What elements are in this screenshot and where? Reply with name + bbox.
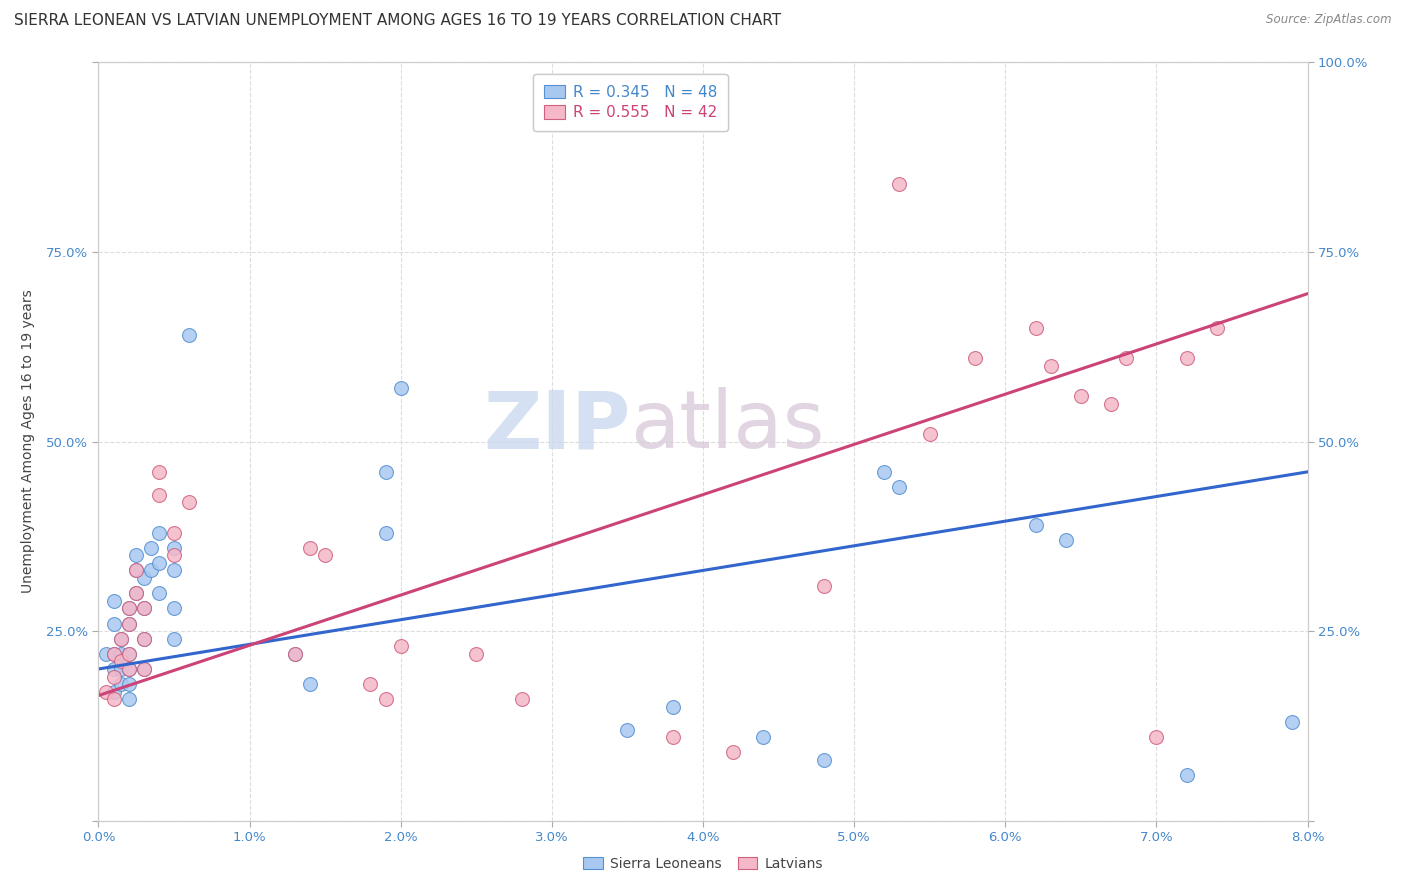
Point — [284, 647, 307, 661]
Point — [103, 669, 125, 683]
Point — [148, 556, 170, 570]
Point — [125, 548, 148, 563]
Point — [299, 677, 322, 691]
Point — [163, 525, 186, 540]
Point — [125, 586, 148, 600]
Point — [374, 692, 396, 706]
Point — [103, 662, 125, 676]
Point — [1070, 389, 1092, 403]
Point — [965, 351, 987, 366]
Point — [299, 541, 322, 555]
Point — [661, 699, 683, 714]
Point — [148, 586, 170, 600]
Point — [1054, 533, 1077, 548]
Point — [1175, 351, 1198, 366]
Point — [360, 677, 382, 691]
Point — [103, 616, 125, 631]
Point — [374, 525, 396, 540]
Point — [148, 487, 170, 501]
Point — [163, 564, 186, 578]
Point — [179, 328, 201, 343]
Point — [118, 601, 141, 615]
Point — [163, 541, 186, 555]
Point — [813, 579, 835, 593]
Point — [889, 177, 911, 191]
Point — [125, 586, 148, 600]
Point — [465, 647, 488, 661]
Point — [141, 541, 163, 555]
Point — [1206, 320, 1229, 334]
Point — [1115, 351, 1137, 366]
Text: atlas: atlas — [630, 387, 825, 466]
Point — [1281, 715, 1303, 730]
Point — [1175, 768, 1198, 782]
Point — [1025, 517, 1047, 532]
Point — [148, 525, 170, 540]
Point — [125, 564, 148, 578]
Point — [389, 639, 412, 653]
Point — [510, 692, 533, 706]
Legend: Sierra Leoneans, Latvians: Sierra Leoneans, Latvians — [578, 851, 828, 876]
Point — [94, 685, 117, 699]
Point — [118, 692, 141, 706]
Point — [118, 601, 141, 615]
Y-axis label: Unemployment Among Ages 16 to 19 years: Unemployment Among Ages 16 to 19 years — [21, 290, 35, 593]
Point — [132, 601, 155, 615]
Point — [132, 571, 155, 585]
Text: Source: ZipAtlas.com: Source: ZipAtlas.com — [1267, 13, 1392, 27]
Point — [103, 685, 125, 699]
Point — [389, 382, 412, 396]
Point — [752, 730, 775, 744]
Point — [132, 662, 155, 676]
Point — [148, 465, 170, 479]
Point — [132, 601, 155, 615]
Point — [110, 655, 132, 669]
Point — [118, 647, 141, 661]
Point — [1146, 730, 1168, 744]
Point — [118, 662, 141, 676]
Point — [103, 647, 125, 661]
Text: ZIP: ZIP — [484, 387, 630, 466]
Point — [94, 647, 117, 661]
Point — [1039, 359, 1062, 373]
Point — [118, 662, 141, 676]
Point — [118, 616, 141, 631]
Point — [1025, 320, 1047, 334]
Point — [110, 632, 132, 646]
Text: SIERRA LEONEAN VS LATVIAN UNEMPLOYMENT AMONG AGES 16 TO 19 YEARS CORRELATION CHA: SIERRA LEONEAN VS LATVIAN UNEMPLOYMENT A… — [14, 13, 782, 29]
Point — [889, 480, 911, 494]
Point — [374, 465, 396, 479]
Point — [163, 601, 186, 615]
Point — [103, 692, 125, 706]
Point — [616, 723, 638, 737]
Point — [110, 662, 132, 676]
Point — [110, 677, 132, 691]
Point — [103, 594, 125, 608]
Point — [163, 548, 186, 563]
Point — [179, 495, 201, 509]
Point — [118, 647, 141, 661]
Point — [110, 647, 132, 661]
Point — [118, 677, 141, 691]
Point — [110, 632, 132, 646]
Point — [918, 427, 941, 442]
Point — [1099, 396, 1122, 410]
Point — [118, 616, 141, 631]
Point — [723, 746, 745, 760]
Point — [132, 632, 155, 646]
Point — [125, 564, 148, 578]
Point — [873, 465, 896, 479]
Point — [141, 564, 163, 578]
Point — [132, 632, 155, 646]
Point — [813, 753, 835, 767]
Legend: R = 0.345   N = 48, R = 0.555   N = 42: R = 0.345 N = 48, R = 0.555 N = 42 — [533, 74, 728, 131]
Point — [163, 632, 186, 646]
Point — [284, 647, 307, 661]
Point — [132, 662, 155, 676]
Point — [661, 730, 683, 744]
Point — [103, 647, 125, 661]
Point — [314, 548, 336, 563]
